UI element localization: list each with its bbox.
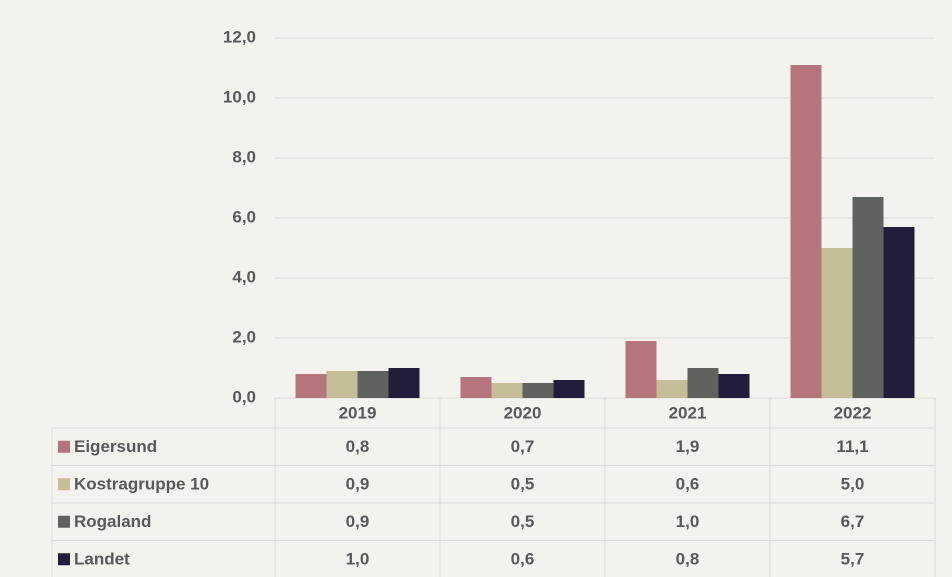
legend-label: Eigersund (74, 437, 157, 456)
y-tick-label: 6,0 (232, 207, 256, 226)
bar (460, 377, 492, 398)
y-tick-label: 0,0 (232, 387, 256, 406)
legend-key (58, 515, 70, 528)
bar (553, 380, 585, 398)
bar (852, 197, 884, 398)
data-label: 1,9 (676, 437, 700, 456)
legend-label: Landet (74, 550, 130, 569)
x-tick-label: 2019 (339, 403, 377, 422)
bar (883, 227, 915, 398)
data-label: 5,7 (841, 550, 865, 569)
y-tick-label: 4,0 (232, 267, 256, 286)
data-label: 5,0 (841, 475, 865, 494)
table-cell (769, 540, 936, 577)
data-label: 0,5 (511, 475, 535, 494)
legend-key (58, 553, 70, 566)
bar (790, 65, 822, 398)
bar (295, 374, 327, 398)
legend-key (58, 440, 70, 453)
x-tick-label: 2020 (504, 403, 542, 422)
y-tick-label: 12,0 (223, 27, 256, 46)
bar (388, 368, 420, 398)
legend-label: Kostragruppe 10 (74, 475, 209, 494)
data-label: 0,7 (511, 437, 535, 456)
data-label: 0,5 (511, 512, 535, 531)
bar (491, 383, 523, 398)
bar (656, 380, 688, 398)
legend-label: Rogaland (74, 512, 151, 531)
data-label: 1,0 (676, 512, 700, 531)
bar (522, 383, 554, 398)
data-label: 11,1 (836, 437, 868, 456)
data-label: 0,8 (346, 437, 370, 456)
x-tick-label: 2021 (669, 403, 707, 422)
y-tick-label: 8,0 (232, 147, 256, 166)
bar (687, 368, 719, 398)
bar (326, 371, 358, 398)
bar (357, 371, 389, 398)
data-label: 0,9 (346, 512, 370, 531)
y-tick-label: 10,0 (223, 87, 256, 106)
data-label: 6,7 (841, 512, 865, 531)
data-label: 0,8 (676, 550, 700, 569)
bar (718, 374, 750, 398)
data-label: 0,6 (511, 550, 535, 569)
data-label: 0,9 (346, 475, 370, 494)
bar (625, 341, 657, 398)
bar (821, 248, 853, 398)
y-tick-label: 2,0 (232, 327, 256, 346)
data-label: 0,6 (676, 475, 700, 494)
data-label: 1,0 (346, 550, 370, 569)
x-tick-label: 2022 (834, 403, 872, 422)
legend-key (58, 478, 70, 491)
